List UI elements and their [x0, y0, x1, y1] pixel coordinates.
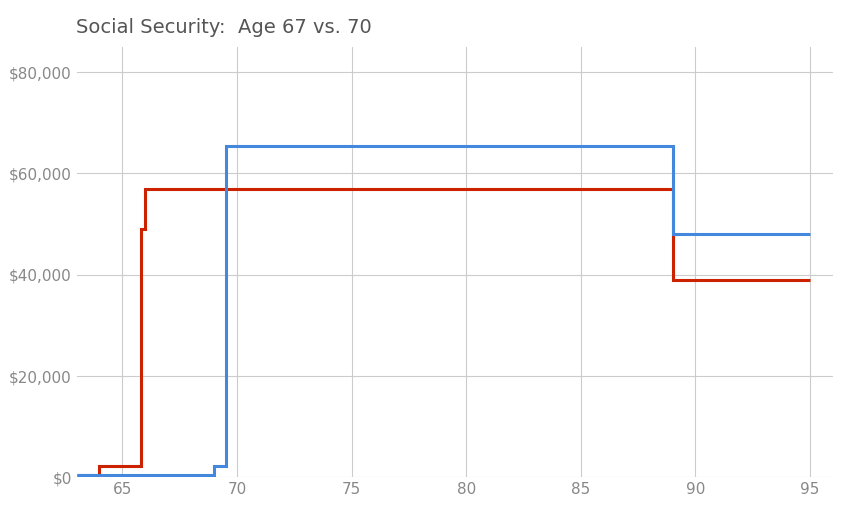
Text: Social Security:  Age 67 vs. 70: Social Security: Age 67 vs. 70	[76, 18, 372, 37]
